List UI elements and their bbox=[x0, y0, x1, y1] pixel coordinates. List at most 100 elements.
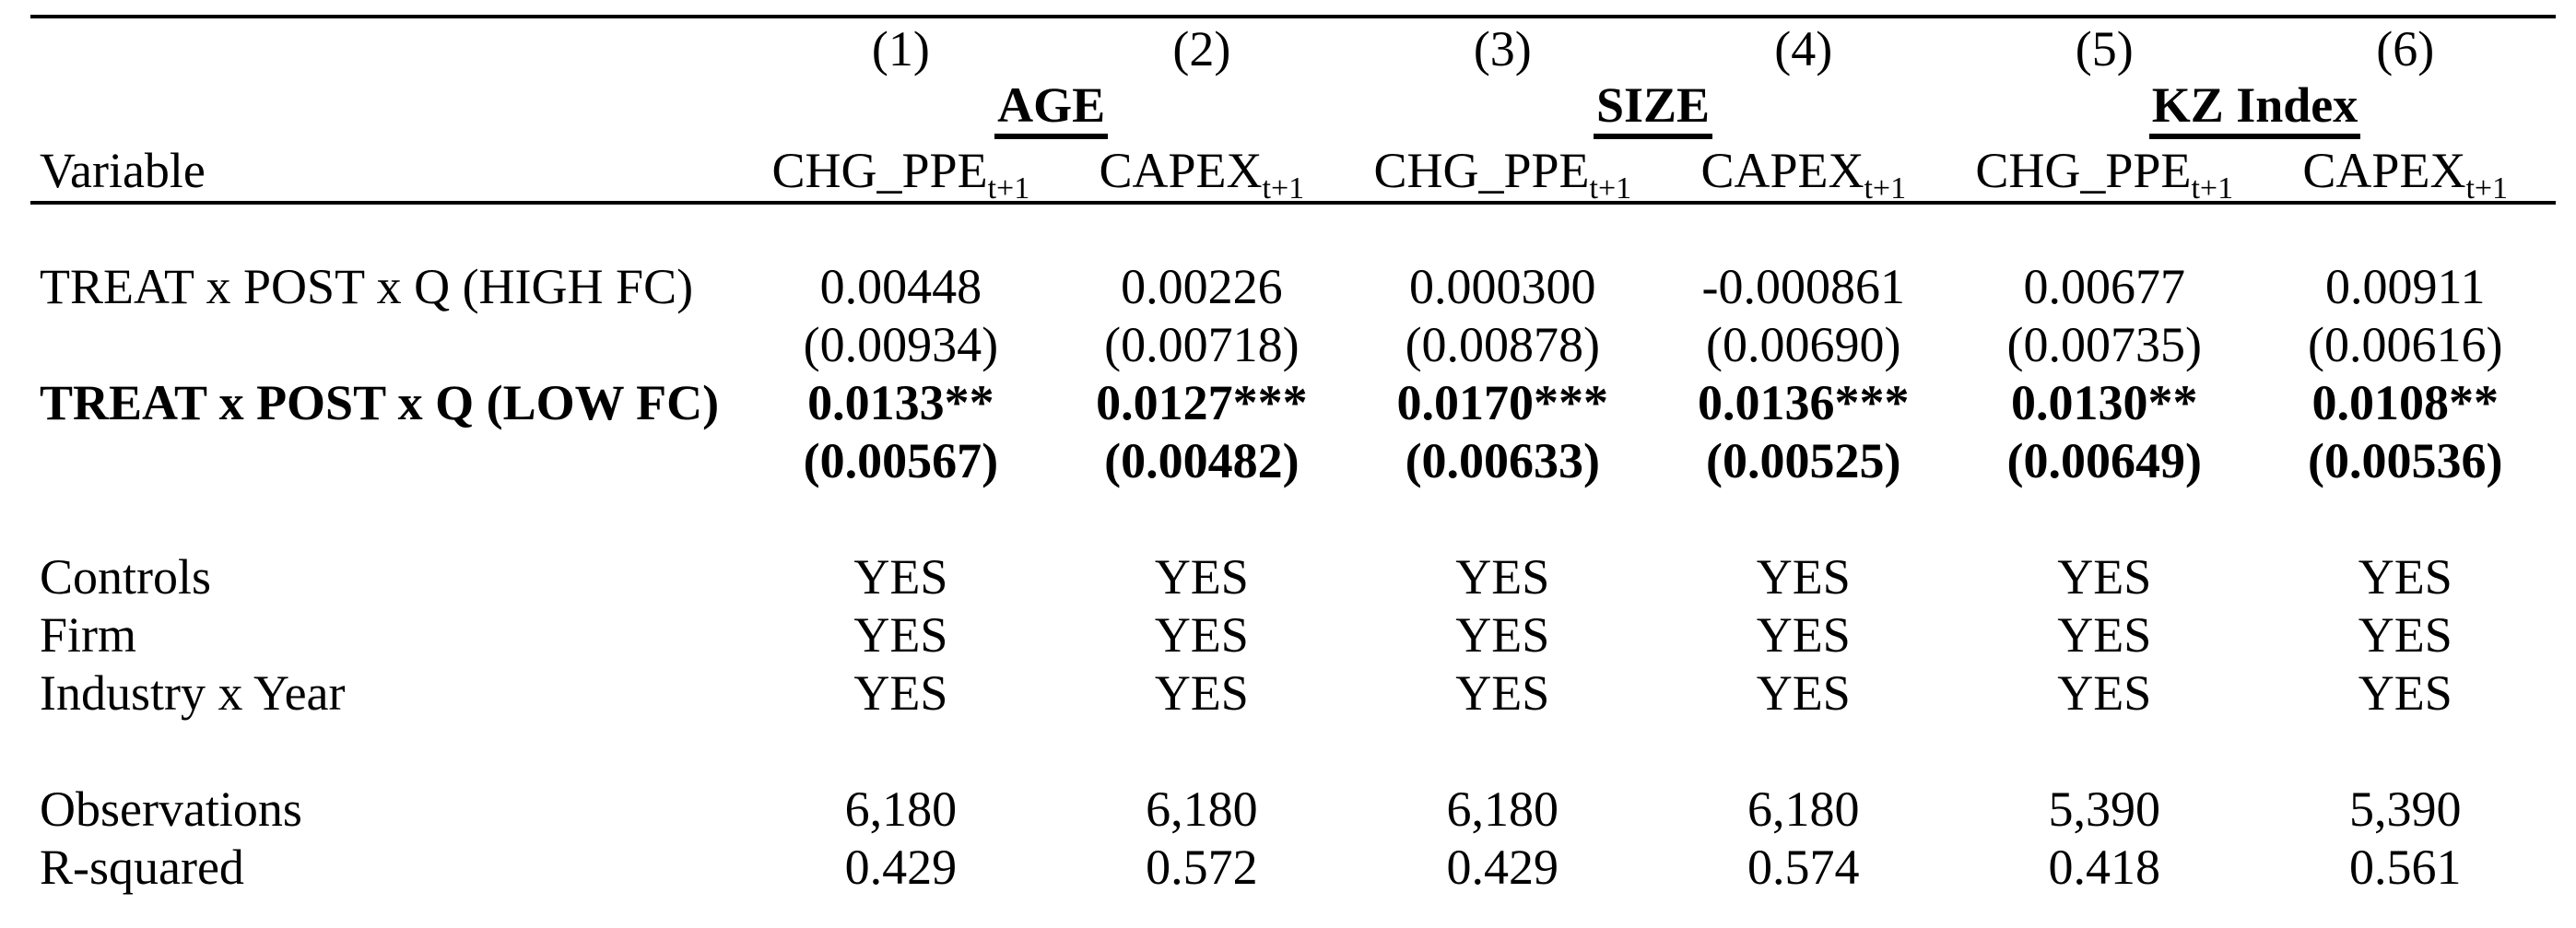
row-label: R-squared bbox=[40, 839, 244, 895]
se-high-fc-row: (0.00934) (0.00718) (0.00878) (0.00690) … bbox=[30, 315, 2556, 373]
coef-cell: 0.00677 bbox=[2023, 258, 2185, 314]
r-squared-row: R-squared 0.429 0.572 0.429 0.574 0.418 … bbox=[30, 838, 2556, 896]
yes-cell: YES bbox=[2358, 548, 2452, 605]
spacer-cell bbox=[30, 203, 2556, 257]
group-header-cell-age: AGE bbox=[750, 79, 1352, 140]
coef-cell: 0.0108** bbox=[2311, 374, 2499, 430]
yes-cell: YES bbox=[1455, 664, 1550, 721]
coef-cell: 0.00911 bbox=[2324, 258, 2486, 314]
se-cell: (0.00878) bbox=[1405, 316, 1601, 372]
coef-cell: -0.000861 bbox=[1701, 258, 1905, 314]
rsq-cell: 0.574 bbox=[1747, 839, 1860, 895]
se-cell: (0.00482) bbox=[1104, 432, 1300, 488]
coef-low-fc-row: TREAT x POST x Q (LOW FC) 0.0133** 0.012… bbox=[30, 373, 2556, 431]
row-label: TREAT x POST x Q (LOW FC) bbox=[40, 374, 720, 430]
yes-cell: YES bbox=[1154, 606, 1249, 663]
dep-var-base: CAPEX bbox=[2302, 143, 2466, 198]
column-number-3: (3) bbox=[1473, 21, 1532, 76]
rsq-cell: 0.429 bbox=[1446, 839, 1559, 895]
obs-cell: 6,180 bbox=[1146, 781, 1258, 837]
spacer-cell bbox=[30, 722, 2556, 780]
row-label bbox=[30, 315, 750, 373]
dependent-variable-header-row: Variable CHG_PPEt+1 CAPEXt+1 CHG_PPEt+1 … bbox=[30, 140, 2556, 206]
se-cell: (0.00633) bbox=[1405, 432, 1601, 488]
dep-var-header-6: CAPEXt+1 bbox=[2254, 140, 2556, 206]
rsq-cell: 0.429 bbox=[844, 839, 958, 895]
se-low-fc-row: (0.00567) (0.00482) (0.00633) (0.00525) … bbox=[30, 431, 2556, 489]
se-cell: (0.00616) bbox=[2308, 316, 2503, 372]
row-label: Firm bbox=[40, 606, 137, 663]
column-number-4: (4) bbox=[1774, 21, 1833, 76]
se-cell: (0.00536) bbox=[2308, 432, 2503, 488]
rsq-cell: 0.561 bbox=[2348, 839, 2462, 895]
se-cell: (0.00567) bbox=[803, 432, 999, 488]
obs-cell: 5,390 bbox=[2348, 781, 2462, 837]
yes-cell: YES bbox=[1455, 548, 1550, 605]
observations-row: Observations 6,180 6,180 6,180 6,180 5,3… bbox=[30, 780, 2556, 838]
dep-var-header-4: CAPEXt+1 bbox=[1653, 140, 1954, 206]
spacer-row bbox=[30, 722, 2556, 780]
se-cell: (0.00718) bbox=[1104, 316, 1300, 372]
row-label: TREAT x POST x Q (HIGH FC) bbox=[40, 258, 694, 314]
dep-var-subscript: t+1 bbox=[987, 171, 1030, 206]
column-number-row: (1) (2) (3) (4) (5) (6) bbox=[30, 17, 2556, 79]
dep-var-base: CHG_PPE bbox=[771, 143, 988, 198]
controls-row: Controls YES YES YES YES YES YES bbox=[30, 547, 2556, 605]
obs-cell: 5,390 bbox=[2048, 781, 2160, 837]
yes-cell: YES bbox=[1455, 606, 1550, 663]
coef-cell: 0.0127*** bbox=[1096, 374, 1308, 430]
coef-high-fc-row: TREAT x POST x Q (HIGH FC) 0.00448 0.002… bbox=[30, 257, 2556, 315]
row-label: Industry x Year bbox=[40, 664, 346, 721]
yes-cell: YES bbox=[1154, 664, 1249, 721]
dep-var-base: CHG_PPE bbox=[1975, 143, 2192, 198]
regression-results-table: (1) (2) (3) (4) (5) (6) AGE SIZE KZ Inde… bbox=[30, 15, 2556, 896]
yes-cell: YES bbox=[2057, 548, 2152, 605]
column-number-2: (2) bbox=[1172, 21, 1231, 76]
coef-cell: 0.0170*** bbox=[1396, 374, 1609, 430]
yes-cell: YES bbox=[2057, 606, 2152, 663]
dep-var-header-5: CHG_PPEt+1 bbox=[1954, 140, 2255, 206]
obs-cell: 6,180 bbox=[1747, 781, 1860, 837]
obs-cell: 6,180 bbox=[1446, 781, 1559, 837]
dep-var-header-3: CHG_PPEt+1 bbox=[1352, 140, 1653, 206]
dep-var-header-2: CAPEXt+1 bbox=[1051, 140, 1353, 206]
variable-column-header: Variable bbox=[30, 140, 751, 205]
coef-cell: 0.0130** bbox=[2010, 374, 2198, 430]
column-number-1: (1) bbox=[871, 21, 930, 76]
dep-var-subscript: t+1 bbox=[2465, 171, 2509, 206]
rsq-cell: 0.572 bbox=[1146, 839, 1258, 895]
yes-cell: YES bbox=[2358, 664, 2452, 721]
spacer-row bbox=[30, 489, 2556, 547]
coef-cell: 0.0133** bbox=[807, 374, 994, 430]
empty-cell bbox=[30, 17, 750, 79]
yes-cell: YES bbox=[1756, 548, 1851, 605]
coef-cell: 0.0136*** bbox=[1698, 374, 1910, 430]
row-label: Controls bbox=[40, 548, 212, 605]
spacer-cell bbox=[30, 489, 2556, 547]
dep-var-base: CAPEX bbox=[1099, 143, 1263, 198]
yes-cell: YES bbox=[2057, 664, 2152, 721]
dep-var-header-1: CHG_PPEt+1 bbox=[750, 140, 1052, 206]
se-cell: (0.00649) bbox=[2006, 432, 2202, 488]
group-header-age: AGE bbox=[994, 80, 1109, 139]
dep-var-subscript: t+1 bbox=[1589, 171, 1632, 206]
coef-cell: 0.00448 bbox=[819, 258, 982, 314]
obs-cell: 6,180 bbox=[844, 781, 958, 837]
group-header-size: SIZE bbox=[1593, 80, 1713, 139]
group-header-row: AGE SIZE KZ Index bbox=[30, 79, 2556, 140]
industry-year-row: Industry x Year YES YES YES YES YES YES bbox=[30, 664, 2556, 722]
dep-var-subscript: t+1 bbox=[1864, 171, 1907, 206]
empty-cell bbox=[30, 79, 750, 140]
dep-var-subscript: t+1 bbox=[2191, 171, 2234, 206]
coef-cell: 0.00226 bbox=[1121, 258, 1283, 314]
dep-var-base: CAPEX bbox=[1700, 143, 1864, 198]
group-header-cell-kz-index: KZ Index bbox=[1954, 79, 2556, 140]
row-label: Observations bbox=[40, 781, 302, 837]
coef-cell: 0.000300 bbox=[1409, 258, 1596, 314]
yes-cell: YES bbox=[853, 606, 948, 663]
se-cell: (0.00934) bbox=[803, 316, 999, 372]
group-header-kz-index: KZ Index bbox=[2148, 80, 2361, 139]
dep-var-subscript: t+1 bbox=[1262, 171, 1305, 206]
se-cell: (0.00525) bbox=[1706, 432, 1901, 488]
yes-cell: YES bbox=[2358, 606, 2452, 663]
